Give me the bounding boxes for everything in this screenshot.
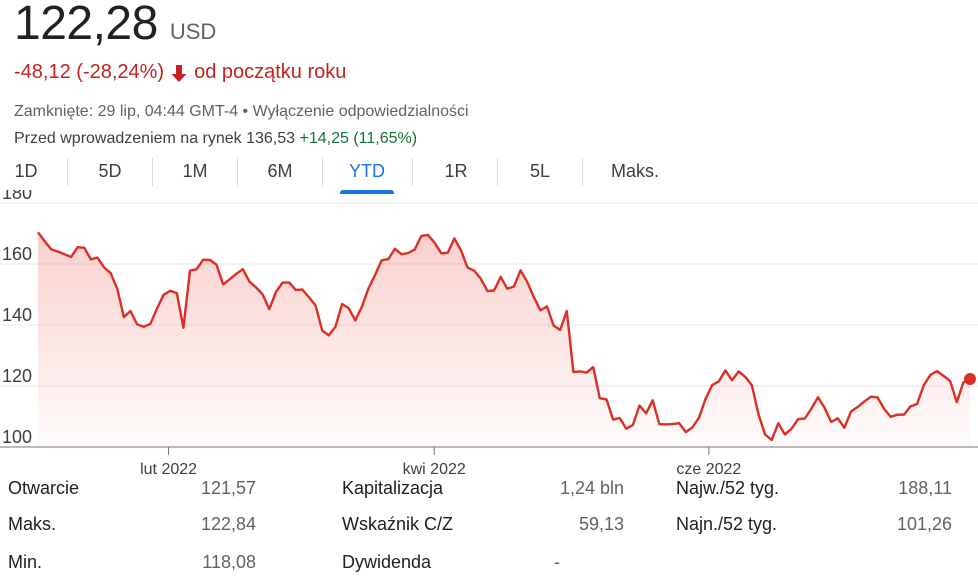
range-tabs: 1D 5D 1M 6M YTD 1R 5L Maks. (0, 152, 978, 194)
y-tick-label: 120 (2, 366, 32, 386)
stat-52w-low-value: 101,26 (896, 514, 952, 534)
stat-dividend-value: - (554, 552, 560, 572)
stat-market-cap-value: 1,24 bln (559, 478, 624, 498)
price-change: -48,12 (-28,24%) od początku roku (14, 61, 346, 84)
currency-code: USD (169, 19, 217, 44)
price-series-line (37, 231, 971, 442)
stats-row: Min. 118,08 Dywidenda - (0, 552, 978, 582)
current-price-dot (964, 372, 976, 385)
stats-row: Otwarcie 121,57 Kapitalizacja 1,24 bln N… (0, 478, 978, 508)
stat-high-label: Maks. (8, 514, 57, 534)
tab-ytd[interactable]: YTD (340, 152, 394, 194)
stat-market-cap-label: Kapitalizacja (342, 478, 444, 498)
y-tick-label: 140 (2, 305, 32, 325)
stat-pe-label: Wskaźnik C/Z (342, 514, 454, 534)
market-closed-line: Zamknięte: 29 lip, 04:44 GMT-4 • Wyłącze… (14, 103, 469, 120)
y-tick-label: 160 (2, 244, 32, 264)
stat-low-label: Min. (8, 552, 43, 572)
price-header: 122,28 USD (14, 0, 216, 51)
stat-dividend-label: Dywidenda (342, 552, 432, 572)
tab-divider (412, 158, 413, 186)
tab-5d[interactable]: 5D (98, 161, 122, 181)
stat-52w-high-label: Najw./52 tyg. (676, 478, 780, 498)
stat-52w-high-value: 188,11 (898, 478, 952, 498)
tab-1d[interactable]: 1D (14, 161, 38, 181)
price-chart-svg: 180 160 140 120 100 lut 2022 kwi 2022 cze 2022 (0, 183, 978, 478)
tab-divider (67, 158, 68, 186)
stats-row: Maks. 122,84 Wskaźnik C/Z 59,13 Najn./52… (0, 514, 978, 544)
tab-1m[interactable]: 1M (182, 161, 208, 181)
stat-high-value: 122,84 (200, 514, 256, 534)
premarket-change: +14,25 (11,65%) (299, 130, 418, 147)
tab-divider (152, 158, 153, 186)
y-tick-label: 100 (2, 427, 32, 447)
x-tick-label: lut 2022 (140, 461, 197, 478)
x-tick-label: cze 2022 (676, 461, 741, 478)
tab-divider (322, 158, 323, 186)
tab-5l[interactable]: 5L (529, 161, 551, 181)
stat-open-label: Otwarcie (8, 478, 80, 498)
price-chart[interactable]: 180 160 140 120 100 lut 2022 kwi 2022 cze 2022 (0, 183, 978, 480)
stat-open-value: 121,57 (200, 478, 256, 498)
premarket-line: Przed wprowadzeniem na rynek 136,53 +14,… (14, 130, 417, 148)
x-tick-label: kwi 2022 (403, 461, 466, 478)
tab-max[interactable]: Maks. (610, 161, 659, 181)
price-area-fill (38, 232, 970, 447)
stat-pe-value: 59,13 (578, 514, 624, 534)
tab-divider (582, 158, 583, 186)
tab-divider (237, 158, 238, 186)
y-tick-label: 180 (2, 190, 32, 203)
stat-low-value: 118,08 (202, 552, 256, 572)
tab-6m[interactable]: 6M (267, 161, 293, 181)
current-price: 122,28 (14, 0, 158, 50)
change-period: od początku roku (194, 61, 347, 83)
change-value: -48,12 (-28,24%) (14, 61, 165, 83)
stat-52w-low-label: Najn./52 tyg. (676, 514, 778, 534)
premarket-label: Przed wprowadzeniem na rynek 136,53 (14, 130, 296, 147)
tab-divider (497, 158, 498, 186)
arrow-down-icon (171, 64, 187, 82)
tab-1r[interactable]: 1R (444, 161, 468, 181)
